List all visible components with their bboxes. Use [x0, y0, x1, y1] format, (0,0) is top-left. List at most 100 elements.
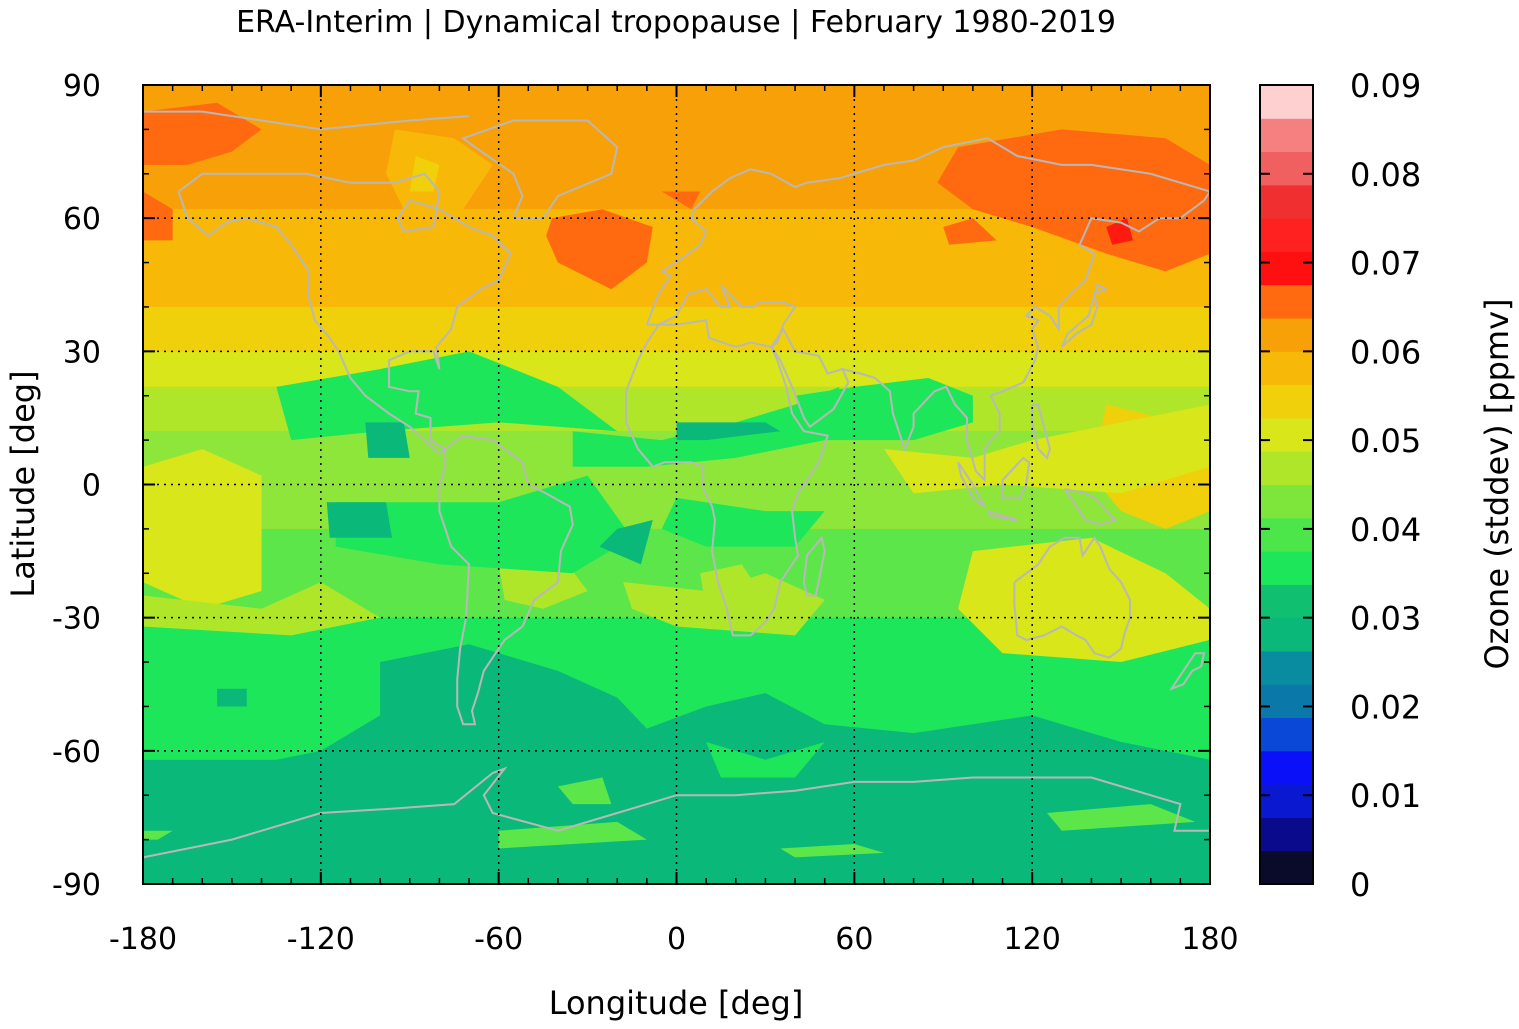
x-axis-label: Longitude [deg]: [549, 984, 804, 1022]
coastlines: [143, 110, 1210, 859]
colorbar-tick-label: 0: [1350, 866, 1370, 904]
field-region: [217, 688, 247, 707]
coastline: [957, 461, 986, 508]
field-region: [943, 218, 997, 245]
y-tick-label: -90: [52, 868, 101, 903]
y-tick-label: 30: [63, 335, 101, 370]
colorbar-segment: [1260, 451, 1313, 485]
y-axis-label: Latitude [deg]: [4, 370, 42, 597]
colorbar-segment: [1260, 218, 1313, 252]
coastline: [1063, 487, 1118, 526]
field-region: [780, 844, 884, 858]
x-tick-label: -60: [474, 922, 523, 957]
x-tick-label: 120: [1004, 922, 1061, 957]
colorbar-segment: [1260, 617, 1313, 652]
y-tick-label: -60: [52, 735, 101, 770]
colorbar-segment: [1260, 817, 1313, 852]
y-tick-label: 60: [63, 202, 101, 237]
colorbar-tick-label: 0.03: [1350, 600, 1421, 638]
coastline: [177, 172, 512, 455]
y-tick-label: 0: [82, 469, 101, 504]
field-region: [143, 102, 262, 165]
coastline: [646, 284, 797, 348]
plot-area: [143, 85, 1210, 884]
colorbar-tick-label: 0.04: [1350, 511, 1421, 549]
colorbar-segment: [1260, 784, 1313, 818]
axis-ticks: -180 -120 -60 0 60 120 180 90 60 30 0 -30 -60 -90: [52, 69, 1239, 957]
field-region: [958, 537, 1210, 663]
field-region: [599, 520, 653, 565]
field-region: [700, 564, 766, 627]
colorbar-tick-label: 0.05: [1350, 422, 1421, 460]
y-tick-label: -30: [52, 602, 101, 637]
colorbar-segment: [1260, 384, 1313, 419]
colorbar-segment: [1260, 118, 1313, 153]
coastline: [143, 766, 1210, 859]
field-region: [1046, 804, 1196, 831]
field-region: [365, 422, 410, 458]
x-tick-label: 180: [1181, 922, 1238, 957]
coastline: [143, 110, 470, 131]
coastline: [842, 190, 1210, 483]
field-region: [498, 821, 647, 849]
colorbar-segment: [1260, 517, 1313, 552]
coastline: [438, 434, 574, 726]
field-region: [661, 191, 701, 210]
coastline: [625, 319, 830, 637]
colorbar-tick-label: 0.09: [1350, 67, 1421, 105]
colorbar-tick-label: 0.07: [1350, 245, 1421, 283]
colorbar-segment: [1260, 750, 1313, 785]
y-tick-label: 90: [63, 69, 101, 104]
coastline: [986, 510, 1018, 521]
colorbar-segment: [1260, 850, 1313, 885]
colorbar-segment: [1260, 417, 1313, 452]
x-tick-label: -120: [287, 922, 355, 957]
x-tick-label: 0: [667, 922, 686, 957]
field-region: [143, 830, 173, 840]
field-region: [143, 582, 381, 636]
coastline: [802, 535, 826, 597]
chart-title: ERA-Interim | Dynamical tropopause | Feb…: [236, 5, 1116, 40]
coastline: [460, 119, 619, 220]
colorbar-segment: [1260, 284, 1313, 319]
coastline: [1013, 536, 1131, 659]
colorbar-label: Ozone (stddev) [ppmv]: [1478, 298, 1516, 669]
colorbar-segment: [1260, 584, 1313, 619]
field-region: [546, 209, 653, 290]
colorbar-segment: [1260, 551, 1313, 585]
field-region: [883, 404, 1210, 494]
coastline: [1031, 403, 1051, 460]
field-region: [795, 377, 973, 441]
colorbar-segment: [1260, 484, 1313, 519]
colorbar-segment: [1260, 318, 1313, 352]
colorbar-tick-label: 0.06: [1350, 333, 1421, 371]
colorbar-tick-label: 0.02: [1350, 688, 1421, 726]
field-region: [326, 502, 392, 538]
field-region: [557, 777, 612, 805]
colorbar-segment: [1260, 717, 1313, 752]
colorbar-frame: [1259, 84, 1314, 885]
colorbar-segment: [1260, 650, 1313, 685]
colorbar-segment: [1260, 85, 1313, 119]
field-region: [661, 497, 825, 547]
colorbar-tick-label: 0.01: [1350, 777, 1421, 815]
field-region: [143, 644, 1210, 805]
colorbar-segment: [1260, 684, 1313, 719]
field-region: [676, 422, 781, 441]
field-region: [937, 129, 1210, 272]
field-region: [276, 351, 618, 441]
x-tick-label: -180: [109, 922, 177, 957]
colorbar: 0.09 0.08 0.07 0.06 0.05 0.04 0.03 0.02 0.01 0: [1260, 67, 1421, 904]
coastline: [1060, 283, 1109, 348]
colorbar-segment: [1260, 351, 1313, 386]
coastline: [1168, 652, 1206, 691]
field-region: [143, 191, 173, 241]
colorbar-segment: [1260, 151, 1313, 186]
colorbar-tick-label: 0.08: [1350, 156, 1421, 194]
field-region: [572, 386, 840, 467]
coastline: [645, 137, 1210, 326]
colorbar-segment: [1260, 184, 1313, 219]
grid-lines: [143, 85, 1210, 884]
colorbar-segment: [1260, 251, 1313, 286]
